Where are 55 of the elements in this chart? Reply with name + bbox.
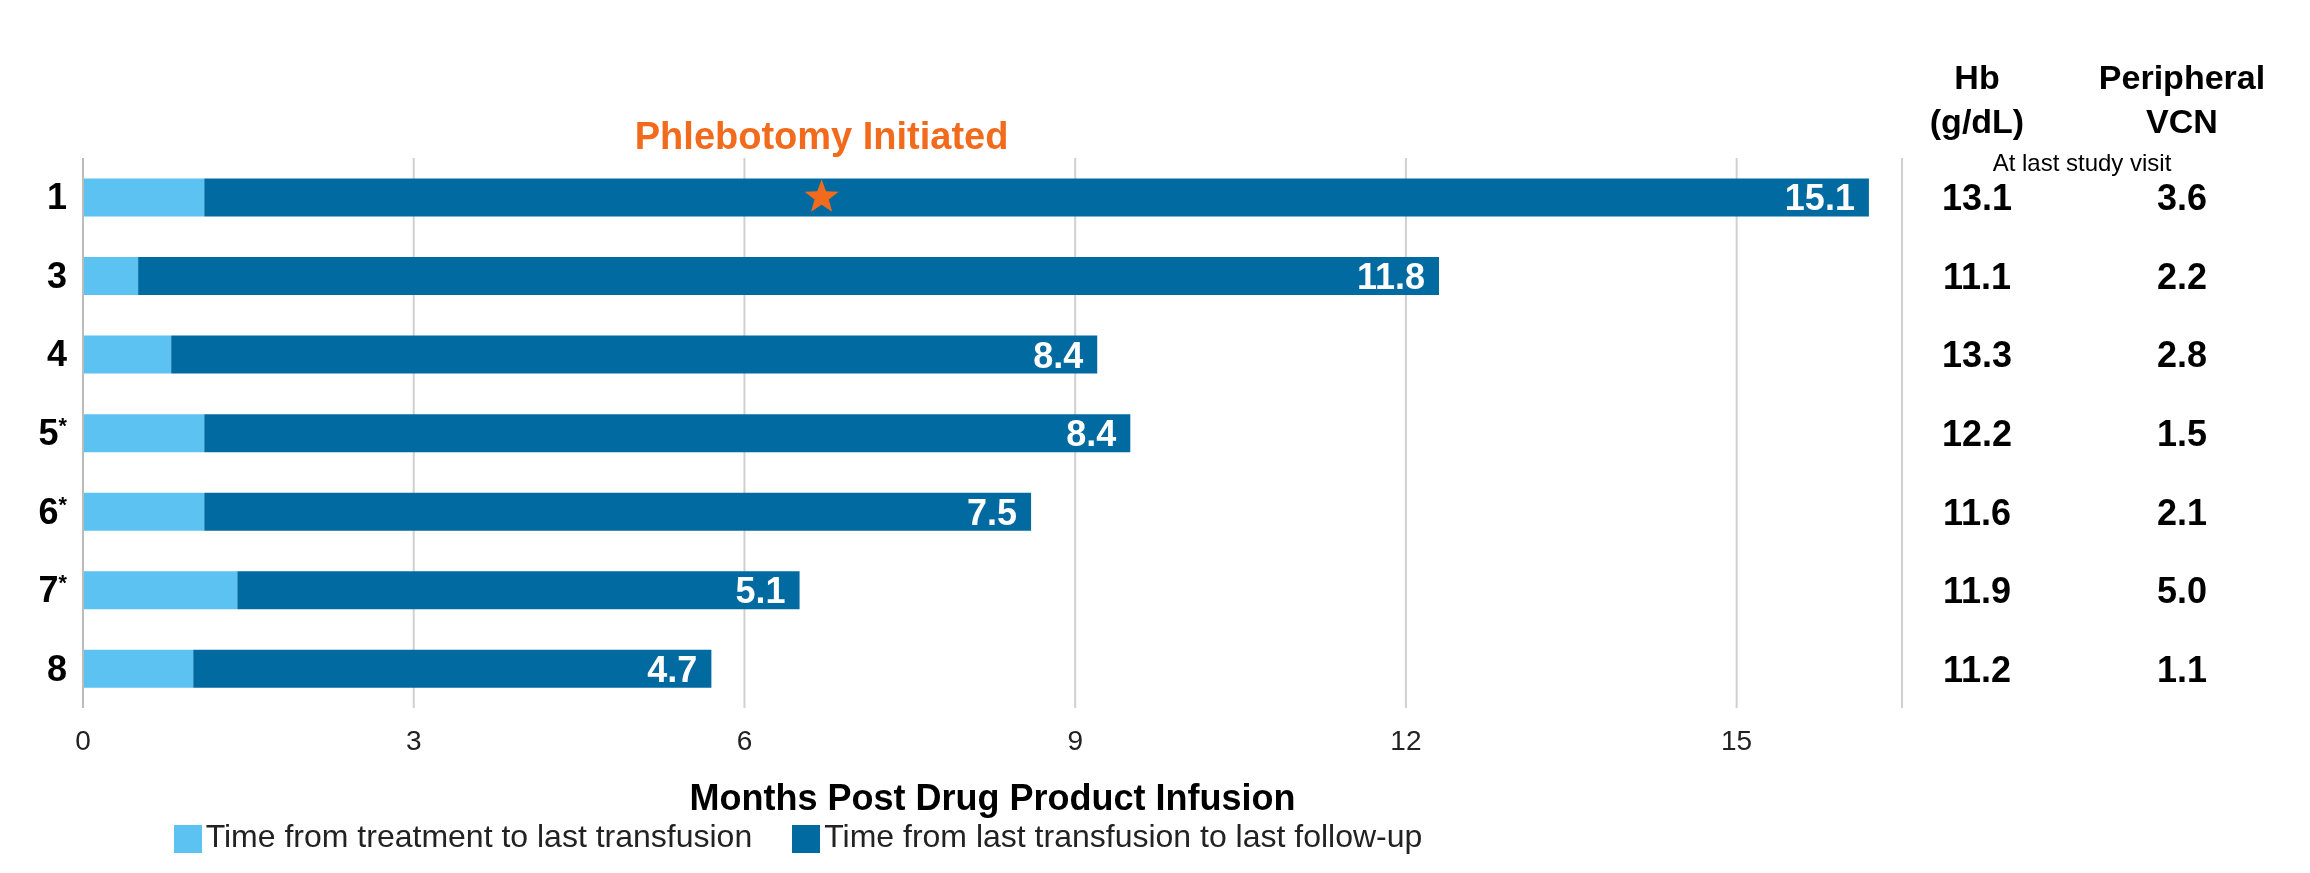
x-tick-label: 0 [75,724,91,756]
text: 2.2 [2156,255,2208,297]
bar [83,492,205,531]
bar [193,649,712,688]
y-tick-label: 7$^{*}$ [38,569,68,611]
text: At last study visit [1992,149,2172,177]
x-tick-label: 3 [405,724,422,756]
legend-label: Time from last transfusion to last follow-up [824,818,1423,854]
text: 3.6 [2156,177,2208,219]
data-label: 15.1 [1784,177,1855,219]
bar [83,257,139,295]
text: 11.6 [1942,491,2012,533]
bar [138,257,1439,295]
text: 12.2 [1941,413,2013,454]
bar [83,649,194,688]
text: 2.1 [2156,491,2208,533]
text: 11.1 [1942,255,2012,297]
bar [204,178,1869,217]
y-tick-label: 5$^{*}$ [38,412,68,453]
data-label: 8.4 [1066,413,1117,455]
bar [83,414,205,453]
bar [171,335,1098,374]
bar [83,178,205,217]
x-tick-label: 9 [1067,724,1083,756]
data-label: 4.7 [647,648,698,690]
x-axis-title: Months Post Drug Product Infusion [689,777,1296,818]
x-tick-label: 15 [1721,724,1753,756]
data-label: 11.8 [1356,256,1425,297]
legend-label: Time from treatment to last transfusion [205,818,753,854]
bar [83,335,172,374]
y-tick-label: 6$^{*}$ [38,490,68,532]
data-label: 5.1 [735,570,786,612]
data-label: 8.4 [1033,334,1084,376]
bar [237,571,800,610]
y-tick-label: 8 [46,647,67,689]
text: 1.1 [2156,648,2208,690]
y-tick-label: 3 [46,254,67,296]
annotation: Phlebotomy Initiated [634,115,1009,158]
text: 11.2 [1942,648,2012,690]
text: 1.5 [2156,413,2208,454]
bar [204,414,1131,453]
bar [204,492,1032,531]
x-tick-label: 12 [1390,724,1422,756]
data-label: 7.5 [967,491,1018,533]
text: Peripheral VCN [2098,58,2266,141]
text: 13.1 [1941,177,2013,219]
text: 2.8 [2156,334,2208,376]
x-tick-label: 6 [736,724,753,756]
text: Hb (g/dL) [1929,58,2025,141]
text: 13.3 [1941,334,2013,376]
y-tick-label: 1 [46,176,67,218]
y-tick-label: 4 [46,333,67,375]
text: 5.0 [2156,570,2208,612]
bar [83,571,238,610]
text: 11.9 [1942,570,2012,612]
